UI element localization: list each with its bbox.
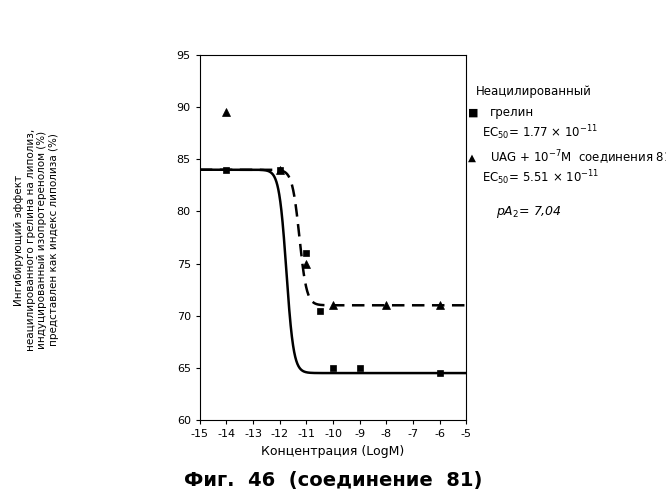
Text: Фиг.  46  (соединение  81): Фиг. 46 (соединение 81) <box>184 471 482 490</box>
Text: EC$_{50}$= 1.77 × 10$^{-11}$: EC$_{50}$= 1.77 × 10$^{-11}$ <box>482 123 597 142</box>
Text: UAG + 10$^{-7}$M  соединения 81: UAG + 10$^{-7}$M соединения 81 <box>490 148 666 166</box>
Text: ■: ■ <box>468 108 479 118</box>
Text: грелин: грелин <box>490 106 533 119</box>
X-axis label: Концентрация (LogM): Концентрация (LogM) <box>261 444 405 458</box>
Text: Неацилированный: Неацилированный <box>476 85 592 98</box>
Text: ▲: ▲ <box>468 152 476 162</box>
Text: EC$_{50}$= 5.51 × 10$^{-11}$: EC$_{50}$= 5.51 × 10$^{-11}$ <box>482 168 599 187</box>
Text: pA$_2$= 7,04: pA$_2$= 7,04 <box>496 204 562 220</box>
Text: Ингибирующий эффект
неацилированного грелина на липолиз,
индуцированный изопроте: Ингибирующий эффект неацилированного гре… <box>14 129 59 351</box>
